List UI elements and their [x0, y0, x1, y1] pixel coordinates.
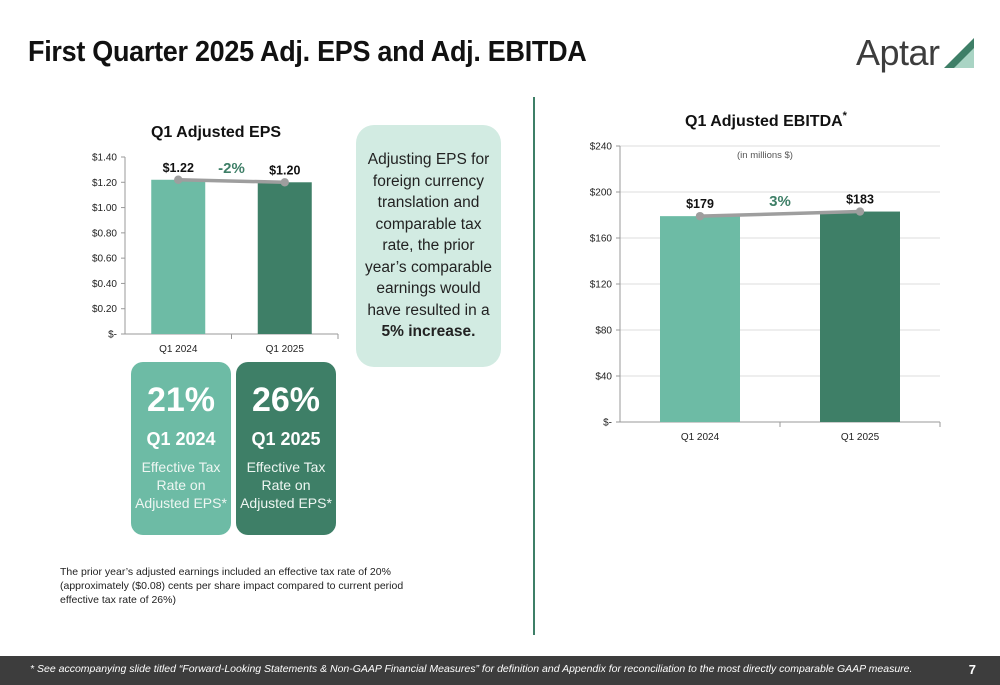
eps-adjustment-callout: Adjusting EPS for foreign currency trans…	[356, 125, 501, 367]
eps-bar-chart: Q1 Adjusted EPS $- $0.20 $0.40 $0.60 $0.80 $1.…	[92, 124, 339, 355]
y-tick-label: $0.40	[92, 279, 117, 290]
y-tick-label: $0.60	[92, 254, 117, 265]
x-tick-label: Q1 2024	[681, 432, 720, 443]
x-tick-label: Q1 2025	[841, 432, 880, 443]
tax-footnote: The prior year’s adjusted earnings inclu…	[60, 566, 404, 606]
page-title: First Quarter 2025 Adj. EPS and Adj. EBI…	[28, 36, 587, 68]
y-tick-label: $1.20	[92, 178, 117, 189]
tax-card-q1-2025: 26% Q1 2025 Effective Tax Rate on Adjust…	[236, 362, 336, 535]
chart-title: Q1 Adjusted EBITDA*	[685, 110, 848, 130]
y-tick-label: $200	[590, 188, 613, 199]
y-tick-label: $0.80	[92, 228, 117, 239]
logo-leaf-icon	[944, 38, 974, 68]
y-tick-label: $-	[603, 418, 612, 429]
callout-bold-text: 5% increase.	[381, 323, 476, 340]
y-tick-label: $1.40	[92, 153, 117, 164]
change-label: 3%	[769, 193, 791, 210]
trend-line	[176, 178, 287, 185]
aptar-logo: Aptar	[856, 30, 976, 80]
y-tick-label: $120	[590, 280, 613, 291]
logo-text: Aptar	[856, 32, 940, 73]
y-tick-label: $-	[108, 330, 117, 341]
tax-rate-description: Effective Tax Rate on Adjusted EPS*	[135, 459, 227, 511]
bar	[660, 216, 740, 422]
callout-text: Adjusting EPS for foreign currency trans…	[365, 151, 492, 319]
data-label: $1.22	[163, 161, 194, 175]
trend-point	[695, 211, 705, 221]
tax-rate-value: 26%	[251, 381, 321, 419]
page-number: 7	[968, 662, 976, 677]
tax-rate-period: Q1 2025	[251, 429, 321, 449]
footer-bar: * See accompanying slide titled “Forward…	[0, 656, 1000, 685]
y-tick-label: $40	[595, 372, 612, 383]
bar	[151, 179, 206, 334]
trend-point	[280, 178, 289, 187]
chart-subtitle: (in millions $)	[737, 150, 793, 161]
footer-disclaimer: * See accompanying slide titled “Forward…	[30, 663, 913, 675]
data-label: $179	[686, 197, 714, 211]
bar	[257, 182, 312, 334]
x-tick-label: Q1 2025	[266, 344, 305, 355]
change-label: -2%	[218, 160, 245, 177]
tax-rate-period: Q1 2024	[146, 429, 216, 449]
bar	[820, 211, 900, 422]
section-divider	[533, 97, 535, 635]
trend-point	[855, 207, 865, 216]
y-tick-label: $1.00	[92, 203, 117, 214]
chart-title: Q1 Adjusted EPS	[151, 124, 281, 141]
trend-point	[174, 175, 183, 184]
y-tick-label: $160	[590, 234, 613, 245]
y-tick-label: $80	[595, 326, 612, 337]
tax-rate-description: Effective Tax Rate on Adjusted EPS*	[240, 459, 332, 511]
trend-line	[698, 209, 862, 218]
x-tick-label: Q1 2024	[159, 344, 198, 355]
tax-rate-value: 21%	[146, 381, 216, 419]
chart-title-sup: *	[843, 110, 848, 122]
tax-card-q1-2024: 21% Q1 2024 Effective Tax Rate on Adjust…	[131, 362, 231, 535]
y-tick-label: $0.20	[92, 304, 117, 315]
data-label: $183	[846, 193, 874, 207]
ebitda-bar-chart: Q1 Adjusted EBITDA* (in millions $) $- $40 $…	[590, 110, 941, 443]
data-label: $1.20	[269, 163, 300, 177]
y-tick-label: $240	[590, 142, 613, 153]
